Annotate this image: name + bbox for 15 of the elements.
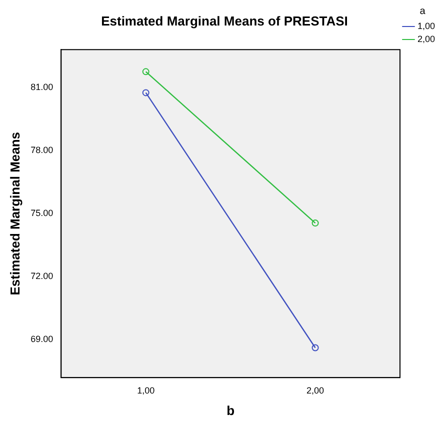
y-axis-title: Estimated Marginal Means [7, 132, 22, 296]
point [312, 220, 319, 227]
y-tick-label: 72.00 [30, 271, 54, 282]
y-tick-label: 81.00 [30, 82, 54, 92]
legend-label: 1,00 [417, 20, 436, 31]
legend-title: a [420, 6, 426, 17]
point [142, 68, 150, 76]
point [142, 89, 150, 96]
y-tick-label: 75.00 [30, 208, 54, 218]
legend-label: 2,00 [417, 34, 436, 44]
chart-title: Estimated Marginal Means of PRESTASI [101, 13, 348, 28]
point [312, 344, 319, 352]
y-tick-label: 69.00 [30, 334, 54, 344]
y-tick-label: 78.00 [30, 145, 54, 156]
x-axis-title: b [226, 402, 235, 418]
